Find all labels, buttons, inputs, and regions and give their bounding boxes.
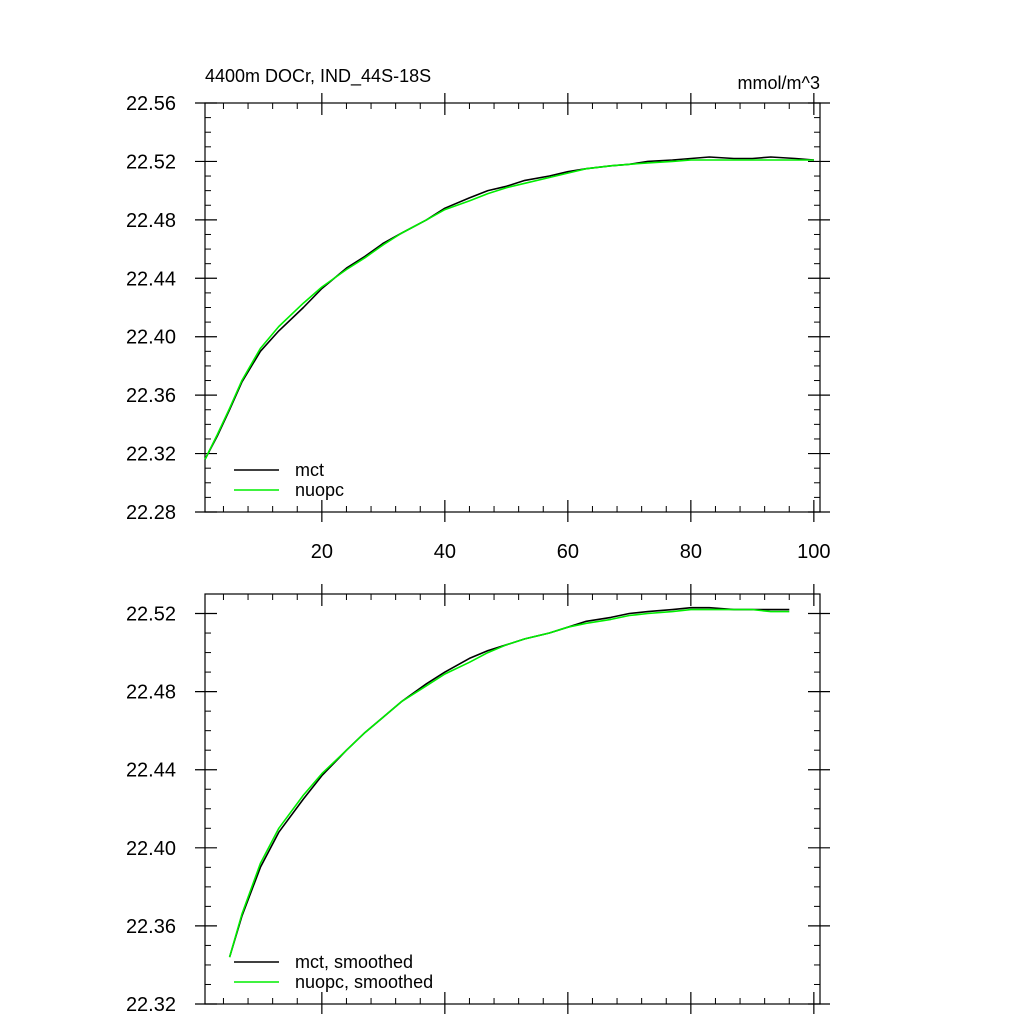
- series-line-nuopc-smoothed: [228, 608, 790, 958]
- y-tick-label: 22.40: [126, 838, 176, 860]
- legend-label: mct: [295, 460, 324, 480]
- x-tick-label: 80: [680, 541, 702, 563]
- y-tick-label: 22.56: [126, 93, 176, 115]
- plot-frame: [204, 593, 821, 1005]
- y-tick-label: 22.52: [126, 604, 176, 626]
- x-tick-label: 40: [434, 541, 456, 563]
- chart-title: 4400m DOCr, IND_44S-18S: [205, 66, 431, 87]
- series-line-mct: [204, 156, 814, 460]
- chart-panel-1: 20 40 60 80 100 22.28 22.32 22.36 22.40 22.44 22.4…: [126, 66, 831, 563]
- chart-panel-2: 22.32 22.36 22.40 22.44 22.48 22.52 mct, smoot…: [126, 584, 830, 1016]
- y-tick-label: 22.32: [126, 994, 176, 1016]
- plot-frame: [204, 102, 821, 513]
- x-tick-label: 60: [557, 541, 579, 563]
- y-tick-label: 22.40: [126, 327, 176, 349]
- series-line-nuopc: [204, 159, 814, 460]
- y-tick-label: 22.32: [126, 444, 176, 466]
- legend-label: nuopc, smoothed: [295, 972, 433, 992]
- legend-label: mct, smoothed: [295, 952, 413, 972]
- y-tick-label: 22.44: [126, 760, 176, 782]
- y-tick-label: 22.28: [126, 502, 176, 524]
- y-tick-label: 22.52: [126, 151, 176, 173]
- x-tick-label: 20: [311, 541, 333, 563]
- y-tick-label: 22.36: [126, 385, 176, 407]
- legend-label: nuopc: [295, 480, 344, 500]
- x-tick-label: 100: [797, 541, 830, 563]
- units-label: mmol/m^3: [738, 73, 820, 93]
- y-tick-label: 22.48: [126, 682, 176, 704]
- y-tick-label: 22.44: [126, 268, 176, 290]
- y-tick-label: 22.48: [126, 210, 176, 232]
- y-tick-label: 22.36: [126, 916, 176, 938]
